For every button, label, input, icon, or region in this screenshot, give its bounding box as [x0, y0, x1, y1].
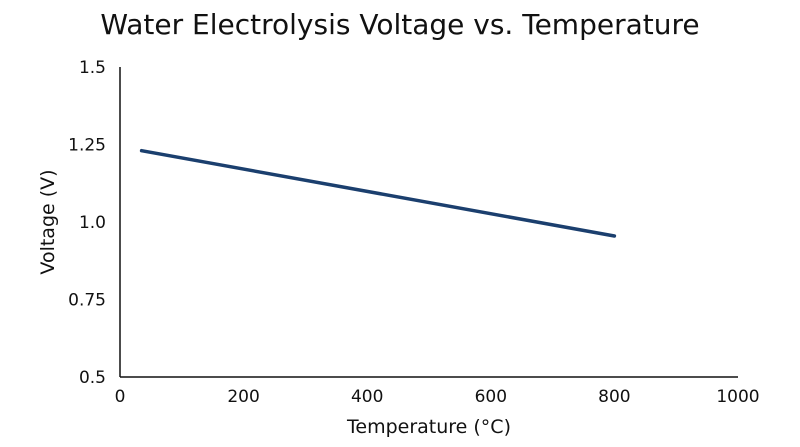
x-tick-label: 600: [475, 387, 507, 407]
x-axis-title: Temperature (°C): [346, 416, 511, 438]
x-tick-label: 200: [227, 387, 259, 407]
x-tick-label: 400: [351, 387, 383, 407]
x-tick-label: 800: [598, 387, 630, 407]
y-tick-labels: 0.5 0.75 1.0 1.25 1.5: [68, 58, 106, 388]
y-tick-label: 0.5: [79, 368, 106, 388]
y-tick-label: 1.0: [79, 213, 106, 233]
x-tick-label: 1000: [716, 387, 759, 407]
series-line: [139, 148, 617, 238]
y-tick-label: 1.25: [68, 136, 106, 156]
y-tick-label: 1.5: [79, 58, 106, 78]
x-tick-labels: 0 200 400 600 800 1000: [115, 387, 760, 407]
y-tick-label: 0.75: [68, 291, 106, 311]
y-axis-title: Voltage (V): [37, 169, 59, 274]
axes: [119, 67, 738, 378]
x-tick-label: 0: [115, 387, 126, 407]
chart-title: Water Electrolysis Voltage vs. Temperatu…: [100, 8, 700, 41]
series-group: [139, 148, 617, 238]
